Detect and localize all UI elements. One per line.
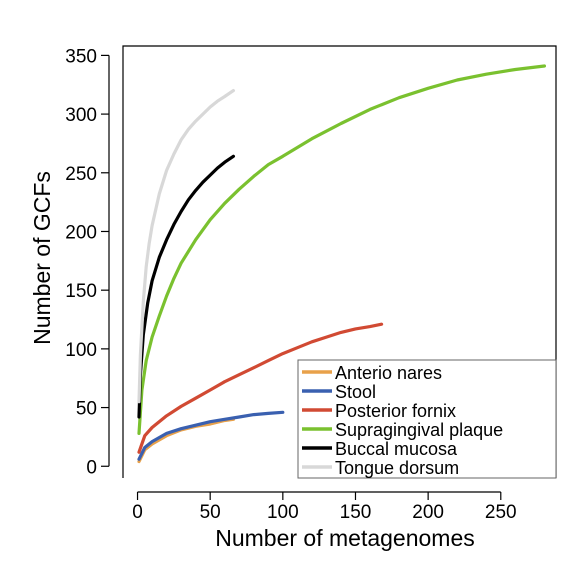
y-tick-label: 100 [65, 340, 97, 361]
x-tick-label: 100 [267, 502, 299, 523]
series-line-3 [137, 64, 547, 435]
legend-label-4: Buccal mucosa [335, 439, 458, 459]
x-tick-label: 250 [485, 502, 517, 523]
y-tick-label: 150 [65, 281, 97, 302]
series-layer [137, 64, 547, 464]
legend-label-1: Stool [335, 382, 376, 402]
legend-label-2: Posterior fornix [335, 401, 456, 421]
y-tick-label: 0 [86, 457, 97, 478]
x-axis-title: Number of metagenomes [215, 525, 475, 551]
x-tick-label: 200 [412, 502, 444, 523]
x-tick-label: 150 [340, 502, 372, 523]
x-tick-label: 50 [200, 502, 221, 523]
legend-label-0: Anterio nares [335, 363, 442, 383]
series-line-2 [137, 322, 384, 454]
series-line-1 [137, 410, 285, 461]
legend-box [297, 359, 557, 479]
y-axis-title: Number of GCFs [29, 171, 55, 345]
x-tick-label: 0 [132, 502, 143, 523]
y-tick-label: 300 [65, 105, 97, 126]
y-tick-label: 350 [65, 46, 97, 67]
y-tick-label: 200 [65, 222, 97, 243]
y-tick-label: 50 [76, 399, 97, 420]
series-line-5 [137, 88, 235, 404]
plot-frame [122, 45, 557, 478]
legend-label-5: Tongue dorsum [335, 458, 459, 478]
y-tick-label: 250 [65, 164, 97, 185]
legend-label-3: Supragingival plaque [335, 420, 503, 440]
axes-layer: 0 50 100 150 200 250 0 50 100 150 200 250 300 350 [65, 45, 557, 523]
series-line-4 [137, 154, 235, 419]
